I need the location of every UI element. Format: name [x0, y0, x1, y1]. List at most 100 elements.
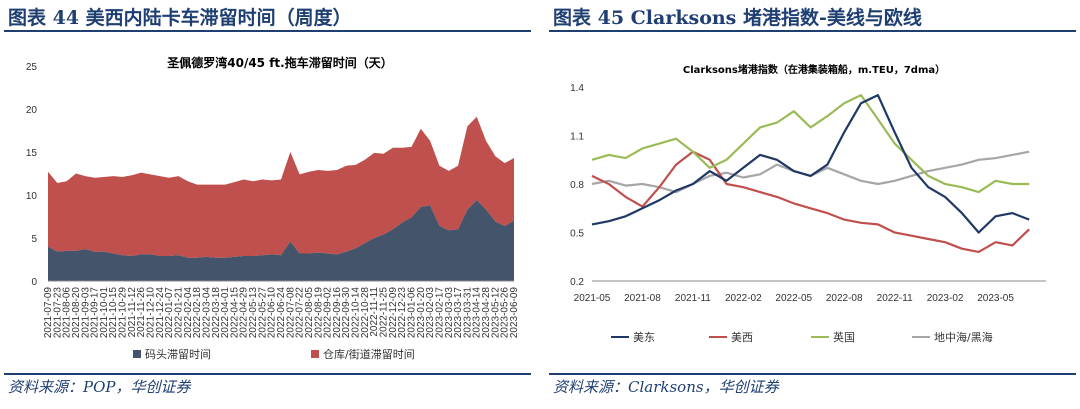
x-tick-label: 2022-11 [877, 293, 913, 304]
y-tick-label: 1.1 [570, 132, 584, 143]
stacked-area-chart: 圣佩德罗湾40/45 ft.拖车滞留时间（天） 0 5 10 15 20 25 2021-… [26, 55, 520, 361]
x-tick-label: 2021-12-24 [155, 287, 166, 339]
x-tick-label: 2022-09-02 [323, 287, 334, 339]
figure-44: 图表 44 美西内陆卡车滞留时间（周度） 圣佩德罗湾40/45 ft.拖车滞留时… [4, 0, 531, 409]
legend-swatch-warehouse [311, 350, 319, 358]
y-tick-label: 0.5 [570, 229, 584, 240]
legend-label-us-east: 美东 [633, 331, 655, 344]
x-tick-label: 2023-04-14 [472, 287, 483, 339]
x-tick-label: 2023-02-03 [425, 287, 436, 339]
figure-title: 图表 45 Clarksons 堵港指数-美线与欧线 [553, 7, 922, 29]
x-tick-label: 2021-10-29 [118, 287, 129, 339]
x-tick-label: 2021-08-20 [71, 287, 82, 339]
legend: 码头滞留时间 仓库/街道滞留时间 [133, 347, 415, 361]
x-tick-label: 2023-05 [977, 293, 1014, 304]
x-tick-label: 2021-11 [675, 293, 711, 304]
line-us-west [591, 150, 1030, 253]
x-tick-label: 2023-05-26 [500, 287, 511, 339]
x-tick-label: 2023-04-28 [481, 287, 492, 339]
x-tick-label: 2023-03-03 [444, 287, 455, 339]
area-terminal [48, 200, 514, 281]
area-warehouse-street [48, 116, 514, 258]
x-tick-label: 2022-02-18 [192, 287, 203, 339]
source-note: 资料来源：POP，华创证券 [8, 378, 191, 396]
source-rule [4, 373, 531, 375]
x-tick-label: 2023-01-06 [406, 287, 417, 339]
x-tick-label: 2021-11-12 [127, 287, 138, 338]
x-tick-label: 2022-01-21 [173, 287, 184, 339]
chart-title: Clarksons堵港指数（在港集装箱船，m.TEU，7dma） [683, 63, 945, 76]
x-tick-label: 2021-12-10 [146, 287, 157, 339]
y-tick-label: 25 [26, 62, 38, 73]
figure-45: 图表 45 Clarksons 堵港指数-美线与欧线 Clarksons堵港指数… [549, 0, 1076, 409]
y-tick-label: 0 [31, 277, 37, 288]
title-rule [4, 30, 531, 32]
line-med-black-sea [591, 150, 1030, 194]
y-tick-label: 1.4 [570, 83, 584, 94]
x-tick-label: 2022-06-24 [276, 287, 287, 339]
x-tick-label: 2021-08-06 [62, 287, 73, 339]
x-tick-label: 2022-07-08 [285, 287, 296, 339]
x-tick-label: 2022-08 [826, 293, 863, 304]
x-tick-label: 2022-05-13 [248, 287, 259, 339]
y-tick-label: 5 [31, 234, 37, 245]
x-tick-label: 2023-06-09 [509, 287, 520, 339]
legend-label-uk: 英国 [833, 330, 855, 344]
y-tick-label: 20 [26, 105, 38, 116]
x-tick-label: 2022-12-09 [388, 287, 399, 339]
y-tick-label: 10 [26, 191, 38, 202]
legend-label-warehouse: 仓库/街道滞留时间 [323, 347, 415, 361]
x-tick-label: 2022-06-10 [267, 287, 278, 339]
line-chart: Clarksons堵港指数（在港集装箱船，m.TEU，7dma） 0.2 0.5 0… [570, 63, 1046, 344]
figure-title: 图表 44 美西内陆卡车滞留时间（周度） [8, 7, 352, 29]
x-tick-label: 2022-05-27 [257, 287, 268, 339]
line-uk [591, 94, 1030, 194]
x-tick-label: 2022-08-19 [313, 287, 324, 339]
x-tick-label: 2021-10-15 [108, 287, 119, 339]
chart-title: 圣佩德罗湾40/45 ft.拖车滞留时间（天） [166, 55, 392, 70]
x-tick-label: 2022-09-16 [332, 287, 343, 339]
y-tick-label: 0.8 [570, 180, 584, 191]
x-tick-label: 2021-07-23 [52, 287, 63, 339]
x-tick-label: 2023-03-31 [462, 287, 473, 339]
x-tick-label: 2021-05 [574, 293, 611, 304]
x-tick-label: 2023-03-17 [453, 287, 464, 339]
x-tick-label: 2022-12-23 [397, 287, 408, 339]
source-note: 资料来源：Clarksons，华创证券 [553, 378, 779, 396]
x-tick-label: 2022-04-15 [229, 287, 240, 339]
x-tick-label: 2022-01-07 [164, 287, 175, 339]
x-tick-label: 2021-08 [624, 293, 661, 304]
legend-label-us-west: 美西 [731, 331, 753, 344]
source-rule [549, 373, 1076, 375]
x-tick-label: 2021-09-03 [80, 287, 91, 339]
x-tick-label: 2022-05 [775, 293, 812, 304]
x-tick-label: 2022-09-30 [341, 287, 352, 339]
x-tick-label: 2022-11-25 [379, 287, 390, 338]
x-tick-label: 2022-07-22 [295, 287, 306, 339]
x-tick-label: 2022-11-11 [369, 287, 380, 337]
x-tick-label: 2023-01-20 [416, 287, 427, 339]
x-tick-label: 2022-10-14 [351, 287, 362, 339]
x-tick-label: 2021-07-09 [43, 287, 54, 339]
legend-label-terminal: 码头滞留时间 [145, 348, 211, 361]
x-tick-label: 2022-02 [725, 293, 762, 304]
legend: 美东 美西 英国 地中海/黑海 [611, 330, 993, 344]
x-tick-label: 2021-10-01 [99, 287, 110, 339]
line-us-east [591, 94, 1030, 234]
x-tick-label: 2021-09-17 [90, 287, 101, 339]
x-tick-label: 2023-02-17 [434, 287, 445, 339]
legend-swatch-terminal [133, 350, 141, 358]
x-tick-label: 2022-03-04 [201, 287, 212, 339]
x-tick-label: 2022-03-18 [211, 287, 222, 339]
y-tick-label: 0.2 [570, 277, 584, 288]
x-tick-label: 2023-05-12 [490, 287, 501, 339]
x-tick-label: 2022-02-04 [183, 287, 194, 339]
x-tick-label: 2022-08-05 [304, 287, 315, 339]
y-tick-label: 15 [26, 148, 38, 159]
x-tick-label: 2023-02 [927, 293, 964, 304]
x-tick-label: 2022-04-01 [220, 287, 231, 339]
x-tick-label: 2021-11-26 [136, 287, 147, 338]
legend-label-med: 地中海/黑海 [934, 330, 993, 344]
title-rule [549, 30, 1076, 32]
x-tick-label: 2022-10-28 [360, 287, 371, 339]
